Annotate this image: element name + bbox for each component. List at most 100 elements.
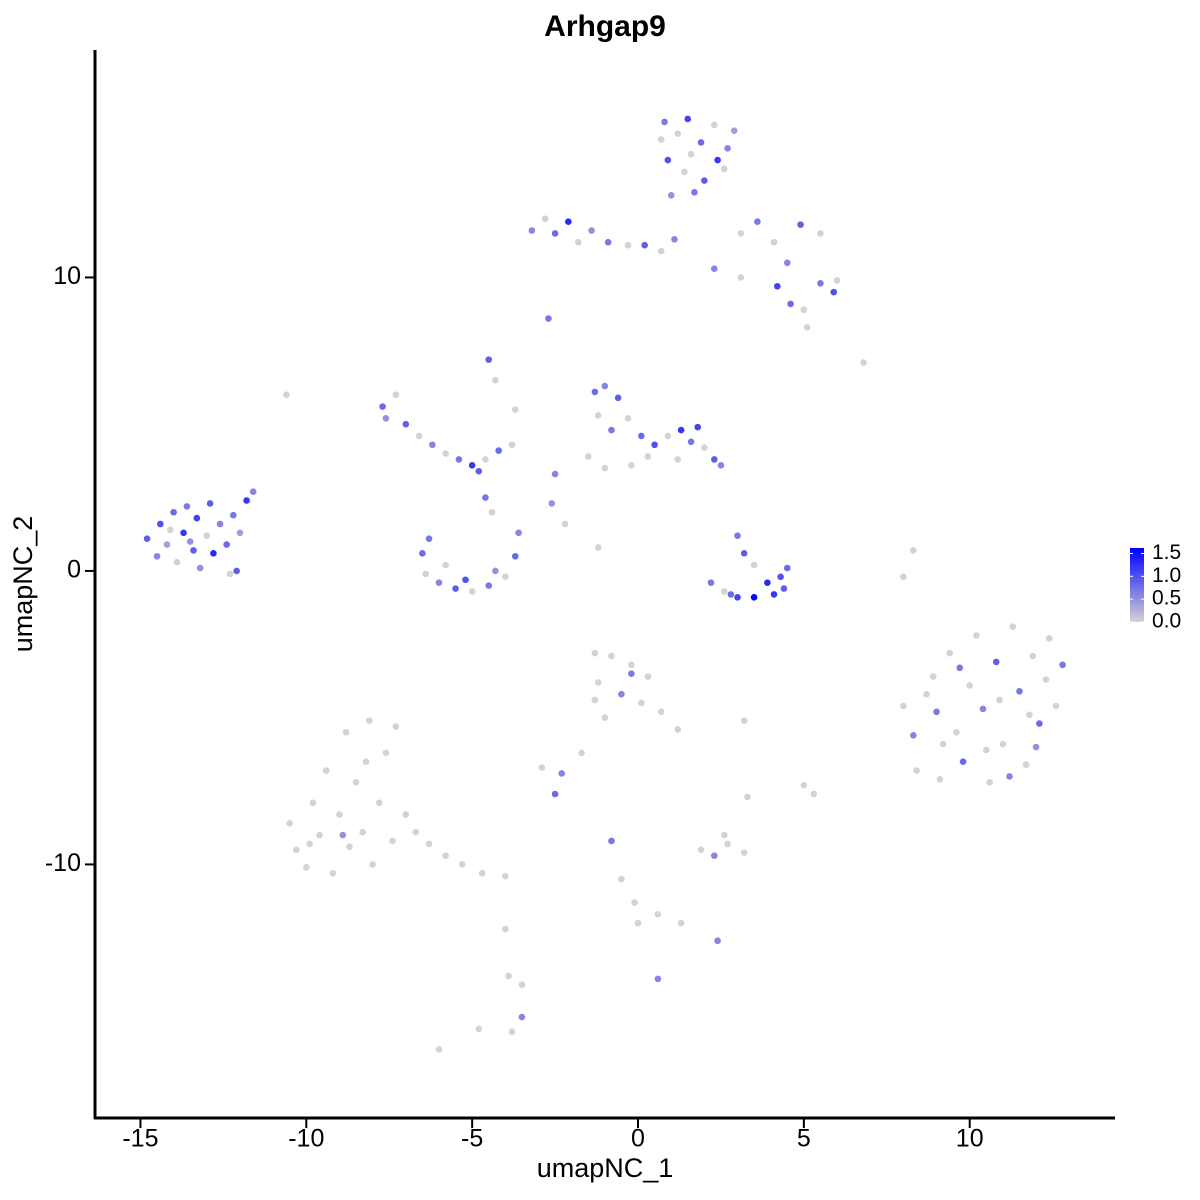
cell-point (1052, 702, 1060, 710)
cell-point (203, 532, 211, 540)
cell-point (419, 550, 426, 557)
cell-point (953, 729, 960, 736)
cell-point (671, 235, 678, 243)
x-tick-label: -5 (461, 1125, 483, 1153)
cell-point (362, 758, 370, 766)
cell-point (502, 925, 509, 933)
cell-point (803, 324, 811, 331)
cell-point (551, 470, 559, 478)
colorbar-label: 1.0 (1152, 564, 1181, 587)
cell-point (727, 591, 735, 598)
cell-point (657, 247, 665, 255)
cell-point (594, 412, 602, 419)
cell-point (1032, 743, 1040, 751)
cell-point (458, 861, 466, 868)
cell-point (1029, 652, 1037, 660)
cell-point (1016, 687, 1023, 695)
cell-point (462, 576, 469, 584)
cell-point (740, 849, 748, 856)
cell-point (485, 582, 493, 589)
cell-point (691, 189, 698, 196)
cell-point (502, 872, 509, 880)
cell-point (233, 567, 240, 575)
cell-point (508, 1028, 516, 1036)
cell-point (492, 567, 499, 575)
cell-point (744, 793, 751, 801)
cell-point (435, 579, 443, 586)
cell-point (173, 558, 181, 566)
cell-point (707, 579, 715, 586)
cell-point (750, 594, 758, 601)
x-tick-label: 5 (797, 1125, 811, 1153)
cell-point (442, 450, 449, 457)
cell-point (425, 840, 433, 848)
cell-point (618, 690, 625, 698)
cell-point (1009, 623, 1017, 631)
cell-point (900, 573, 907, 581)
cell-point (180, 529, 187, 537)
cell-point (511, 552, 519, 560)
cell-point (492, 376, 499, 384)
cell-point (359, 828, 366, 836)
cell-point (488, 508, 496, 516)
cell-point (833, 277, 841, 284)
cell-point (206, 500, 214, 507)
cell-point (588, 227, 595, 234)
cell-point (657, 708, 665, 716)
cell-point (787, 300, 794, 308)
x-tick-label: -10 (288, 1125, 324, 1153)
cell-point (425, 535, 433, 542)
cell-point (468, 461, 476, 469)
cell-point (714, 937, 721, 945)
cell-point (452, 585, 459, 592)
cell-point (342, 729, 350, 736)
cell-point (502, 573, 509, 581)
cell-point (455, 456, 463, 463)
cell-point (608, 426, 615, 434)
cell-point (392, 723, 400, 730)
cell-point (153, 552, 161, 560)
cell-point (720, 165, 728, 173)
cell-point (511, 406, 519, 413)
cell-point (608, 837, 615, 845)
cell-point (538, 764, 546, 771)
cell-point (710, 852, 718, 859)
cell-point (910, 547, 917, 554)
cell-point (379, 403, 386, 410)
cell-point (800, 306, 808, 314)
cell-point (548, 500, 556, 507)
cell-point (644, 673, 652, 680)
y-tick-label: 0 (67, 556, 81, 584)
cell-point (754, 218, 761, 225)
cell-point (382, 749, 390, 757)
cell-point (1042, 676, 1050, 683)
cell-point (541, 215, 549, 223)
cell-point (249, 488, 257, 495)
cell-point (565, 218, 572, 225)
cell-point (495, 447, 502, 454)
cell-point (505, 972, 512, 980)
cell-point (631, 899, 638, 906)
cell-point (641, 241, 648, 249)
cell-point (601, 464, 609, 472)
cell-point (923, 690, 930, 698)
cell-point (674, 726, 682, 733)
cell-point (992, 658, 1000, 666)
cell-point (578, 749, 585, 757)
cell-point (979, 705, 987, 713)
cell-point (684, 115, 692, 123)
cell-point (475, 1025, 483, 1033)
cell-point (628, 461, 635, 469)
cell-point (654, 975, 662, 983)
cell-point (508, 441, 516, 449)
cell-point (515, 529, 522, 537)
cell-point (797, 221, 804, 228)
cell-point (720, 831, 728, 839)
cell-point (674, 130, 682, 137)
cell-point (442, 561, 449, 569)
cell-point (687, 150, 695, 158)
cell-point (720, 588, 728, 595)
cell-point (163, 541, 171, 548)
